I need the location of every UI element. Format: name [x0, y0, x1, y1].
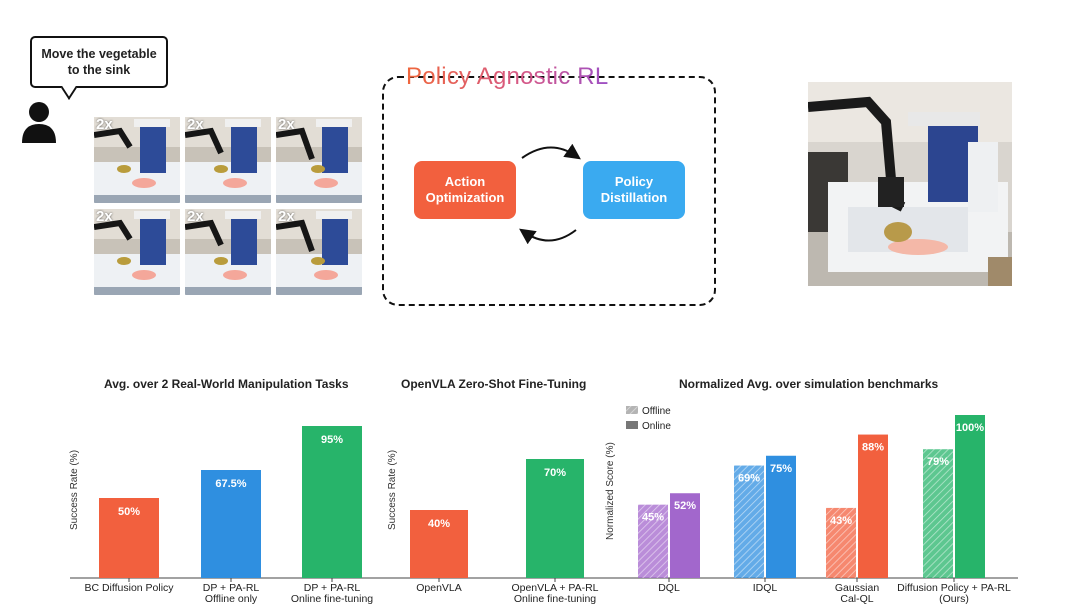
instruction-bubble: Move the vegetable to the sink — [30, 36, 168, 101]
legend-swatch-online — [626, 421, 638, 429]
action-optimization-line-1: Action — [444, 174, 486, 189]
pa-rl-title: Policy Agnostic RL — [406, 63, 609, 90]
policy-distillation-box: Policy Distillation — [583, 161, 685, 219]
bar-offline — [734, 465, 764, 578]
bar-online — [858, 434, 888, 578]
x-tick-label: DQL — [658, 582, 680, 594]
legend-label-online: Online — [642, 421, 671, 432]
speed-label: 2x — [278, 117, 295, 133]
x-tick-label: BC Diffusion Policy — [84, 582, 174, 594]
bar-value-label: 67.5% — [215, 478, 246, 490]
x-tick-label: DP + PA-RL — [304, 582, 361, 594]
arrow-to-optimization-icon — [519, 228, 577, 245]
bar — [302, 426, 362, 578]
speed-label: 2x — [96, 209, 113, 225]
rollout-frames: 2x 2x 2x 2x 2x 2x — [94, 117, 362, 295]
x-tick-label: Online fine-tuning — [291, 593, 373, 605]
chart-3-title: Normalized Avg. over simulation benchmar… — [679, 377, 939, 391]
legend-swatch-offline — [626, 406, 638, 414]
bar-value-label: 40% — [428, 518, 450, 530]
action-optimization-line-2: Optimization — [425, 190, 505, 205]
x-tick-label: OpenVLA — [416, 582, 462, 594]
bar — [201, 470, 261, 578]
bar-value-label: 70% — [544, 467, 566, 479]
action-optimization-box: Action Optimization — [414, 161, 516, 219]
pa-rl-box — [382, 76, 716, 306]
rollout-frame: 2x — [276, 209, 362, 295]
robot-photo-image — [808, 82, 1012, 286]
bar-online — [670, 493, 700, 578]
bar-value-label: 52% — [674, 500, 696, 512]
x-tick-label: DP + PA-RL — [203, 582, 260, 594]
x-tick-label: OpenVLA + PA-RL — [511, 582, 598, 594]
chart-2-title: OpenVLA Zero-Shot Fine-Tuning — [401, 377, 587, 391]
rollout-frame: 2x — [276, 117, 362, 203]
x-tick-label: Online fine-tuning — [514, 593, 596, 605]
bar-value-label: 50% — [118, 506, 140, 518]
bar-value-label: 69% — [738, 473, 760, 485]
bar — [410, 510, 468, 578]
bar-value-label: 95% — [321, 434, 343, 446]
bar-value-label: 75% — [770, 463, 792, 475]
arrow-to-distillation-icon — [521, 143, 581, 160]
bar-online — [955, 415, 985, 578]
instruction-line-1: Move the vegetable — [41, 47, 157, 61]
x-tick-label: Gaussian — [835, 582, 880, 594]
bar-offline — [923, 449, 953, 578]
rollout-frame: 2x — [94, 209, 180, 295]
x-tick-label: Cal-QL — [840, 593, 873, 605]
bar-value-label: 45% — [642, 512, 664, 524]
speed-label: 2x — [187, 209, 204, 225]
bar-value-label: 79% — [927, 456, 949, 468]
x-tick-label: Diffusion Policy + PA-RL — [897, 582, 1011, 594]
instruction-line-2: to the sink — [67, 63, 131, 77]
bar-offline — [638, 504, 668, 578]
policy-distillation-line-2: Distillation — [600, 190, 668, 205]
policy-distillation-line-1: Policy — [614, 174, 654, 189]
rollout-frame: 2x — [94, 117, 180, 203]
rollout-frame: 2x — [185, 117, 271, 203]
rollout-frame: 2x — [185, 209, 271, 295]
bar — [99, 498, 159, 578]
bar — [526, 459, 584, 578]
person-icon — [22, 102, 56, 143]
legend-label-offline: Offline — [642, 406, 671, 417]
x-tick-label: (Ours) — [939, 593, 969, 605]
speed-label: 2x — [187, 117, 204, 133]
bar-value-label: 88% — [862, 442, 884, 454]
bar-value-label: 43% — [830, 515, 852, 527]
chart-1-title: Avg. over 2 Real-World Manipulation Task… — [104, 377, 349, 391]
x-tick-label: IDQL — [753, 582, 778, 594]
x-tick-label: Offline only — [205, 593, 258, 605]
chart-3: Offline Online 45% 52% DQL 69% 75% IDQL 43% 88% Ga… — [606, 406, 1018, 605]
bar-online — [766, 455, 796, 578]
cycle-arrows — [519, 143, 581, 245]
robot-photo — [808, 82, 1012, 286]
speed-label: 2x — [96, 117, 113, 133]
legend: Offline Online — [626, 406, 671, 432]
bar-value-label: 100% — [956, 422, 984, 434]
speed-label: 2x — [278, 209, 295, 225]
bar-offline — [826, 507, 856, 578]
